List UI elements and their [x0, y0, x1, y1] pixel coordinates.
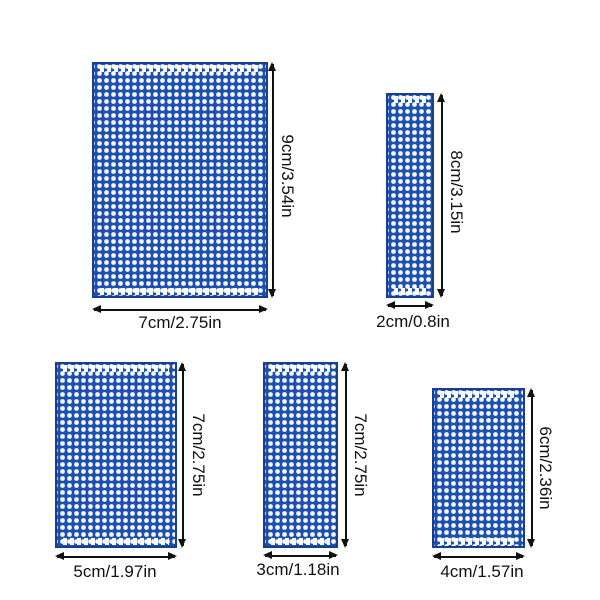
pcb-board-3x7 — [263, 362, 338, 548]
height-arrow — [269, 62, 275, 298]
width-label: 5cm/1.97in — [73, 562, 157, 581]
width-arrow — [263, 552, 338, 558]
height-label: 8cm/3.15in — [447, 150, 466, 234]
pcb-board-4x6 — [432, 388, 525, 548]
width-arrow — [386, 302, 434, 308]
height-label: 7cm/2.75in — [189, 413, 208, 497]
pcb-board-7x9 — [92, 62, 268, 298]
height-arrow — [438, 93, 444, 298]
width-label: 7cm/2.75in — [138, 313, 222, 332]
pcb-board-2x8 — [386, 93, 434, 298]
width-label: 2cm/0.8in — [376, 312, 450, 331]
height-arrow — [528, 388, 534, 548]
height-arrow — [179, 362, 185, 548]
height-label: 7cm/2.75in — [351, 413, 370, 497]
width-arrow — [432, 553, 525, 559]
width-arrow — [55, 553, 177, 559]
width-label: 3cm/1.18in — [256, 560, 340, 579]
width-arrow — [92, 306, 268, 312]
height-arrow — [342, 362, 348, 548]
width-label: 4cm/1.57in — [440, 562, 524, 581]
height-label: 6cm/2.36in — [536, 426, 555, 510]
height-label: 9cm/3.54in — [278, 134, 297, 218]
pcb-board-5x7 — [55, 362, 177, 548]
